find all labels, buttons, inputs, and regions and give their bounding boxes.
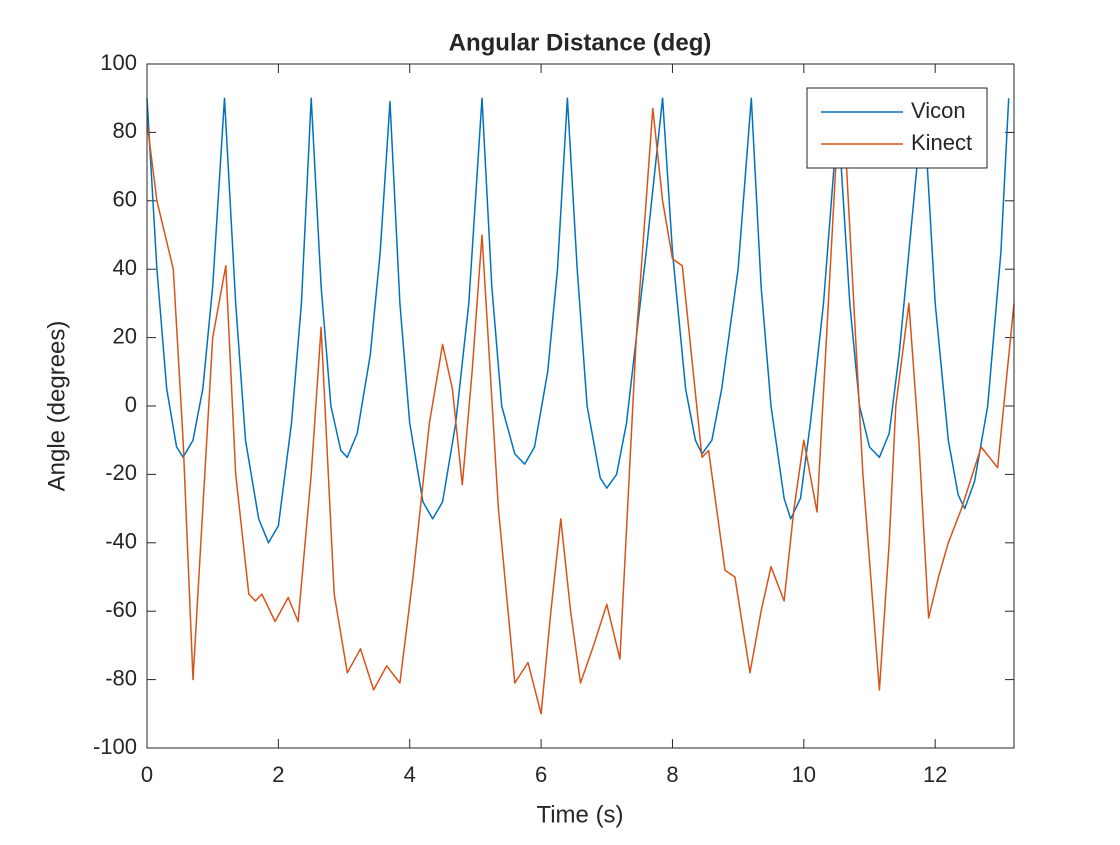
legend-label: Kinect xyxy=(911,130,972,155)
y-tick-label: -40 xyxy=(105,529,137,554)
axes-box xyxy=(146,63,1015,749)
x-tick-label: 4 xyxy=(404,762,416,787)
y-tick-label: -20 xyxy=(105,460,137,485)
x-tick-label: 10 xyxy=(792,762,816,787)
x-tick-label: 0 xyxy=(141,762,153,787)
series-line xyxy=(146,97,1010,544)
x-tick-label: 6 xyxy=(535,762,547,787)
y-tick-label: 100 xyxy=(100,50,137,75)
y-tick-label: 80 xyxy=(113,118,137,143)
x-tick-label: 2 xyxy=(272,762,284,787)
series-line xyxy=(146,107,1015,715)
chart-title: Angular Distance (deg) xyxy=(449,29,712,56)
y-tick-label: -80 xyxy=(105,665,137,690)
y-tick-label: 60 xyxy=(113,187,137,212)
plot-area xyxy=(147,64,1014,748)
y-tick-label: 40 xyxy=(113,255,137,280)
y-tick-label: 0 xyxy=(125,392,137,417)
x-axis-label: Time (s) xyxy=(536,801,623,828)
legend-box xyxy=(806,87,988,169)
y-axis-label: Angle (degrees) xyxy=(43,321,70,492)
x-tick-label: 8 xyxy=(666,762,678,787)
y-tick-label: -100 xyxy=(93,734,137,759)
legend: Vicon Kinect xyxy=(806,87,988,169)
y-tick-label: -60 xyxy=(105,597,137,622)
x-tick-label: 12 xyxy=(923,762,947,787)
y-tick-label: 20 xyxy=(113,323,137,348)
legend-label: Vicon xyxy=(911,98,966,123)
